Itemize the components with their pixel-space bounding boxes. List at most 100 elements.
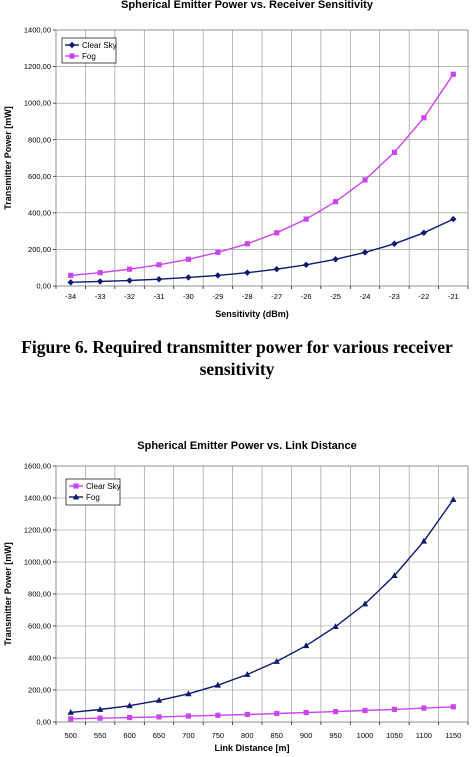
x-axis-title: Sensitivity (dBm) [215,309,289,319]
x-tick-label: -22 [418,292,429,301]
x-tick-label: -27 [271,292,282,301]
data-point [362,707,368,714]
data-point [185,256,192,262]
data-point [126,714,133,721]
y-tick-label: 600,00 [28,622,51,631]
legend-label: Fog [86,493,100,502]
legend-label: Clear Sky [86,482,121,491]
data-point [450,71,456,77]
x-tick-label: 900 [300,731,313,740]
series-line-clear-sky [70,706,454,720]
data-point [155,697,163,703]
data-point [96,706,104,712]
y-tick-label: 1400,00 [24,26,51,35]
legend-marker [69,53,75,59]
chart-link-distance: Spherical Emitter Power vs. Link Distanc… [3,440,469,753]
x-tick-label: 700 [182,731,195,740]
data-point [156,262,162,268]
data-point [332,256,339,263]
y-tick-label: 1400,00 [24,494,51,503]
data-point [244,671,251,677]
data-point [126,266,133,272]
x-tick-label: 850 [270,731,283,740]
data-point [302,261,310,268]
y-tick-label: 200,00 [28,686,51,695]
data-point [126,702,133,709]
x-tick-label: 650 [153,731,166,740]
figure-caption: Figure 6. Required transmitter power for… [21,337,453,379]
data-point [421,705,427,711]
data-point [391,706,398,712]
data-point [215,249,221,255]
x-tick-label: -26 [301,292,312,301]
data-point [273,658,280,664]
x-tick-label: 750 [212,731,225,740]
legend-box [61,37,117,64]
y-tick-label: 0,00 [36,718,51,727]
data-point [214,272,222,279]
data-point [332,709,339,715]
y-tick-label: 400,00 [28,208,51,217]
data-point [214,681,222,688]
x-tick-label: -32 [124,292,135,301]
x-tick-label: -28 [242,292,253,301]
y-tick-label: 0,00 [36,282,51,291]
y-tick-label: 600,00 [28,172,51,181]
data-point [244,241,250,247]
data-point [332,199,339,205]
x-tick-label: -23 [389,292,400,301]
legend-label: Clear Sky [82,41,117,50]
series-line-fog [70,499,454,714]
x-tick-label: 1150 [445,731,461,740]
x-tick-label: 500 [64,731,77,740]
legend-marker [72,493,80,500]
data-point [450,215,457,223]
legend-box [65,478,121,506]
x-axis-title: Link Distance [m] [214,743,289,753]
y-tick-label: 1200,00 [24,62,51,71]
legend-label: Fog [82,52,96,61]
data-point [391,572,398,578]
data-point [155,276,163,283]
x-tick-label: -21 [448,292,459,301]
y-axis-title: Transmitter Power [mW] [3,542,13,646]
x-tick-label: 1100 [416,731,432,740]
data-point [450,704,456,710]
y-axis-title: Transmitter Power [mW] [3,106,13,210]
y-tick-label: 1200,00 [24,526,51,535]
chart-title: Spherical Emitter Power vs. Link Distanc… [137,440,356,452]
chart-receiver-sensitivity: Spherical Emitter Power vs. Receiver Sen… [3,0,469,319]
chart-title: Spherical Emitter Power vs. Receiver Sen… [121,0,374,11]
x-tick-label: 550 [94,731,107,740]
data-point [96,278,104,285]
y-tick-label: 400,00 [28,654,51,663]
x-tick-label: -30 [183,292,194,301]
y-tick-label: 1600,00 [24,462,51,471]
x-tick-label: -34 [65,292,76,301]
data-point [273,265,280,273]
data-point [302,642,310,649]
x-tick-label: 950 [329,731,342,740]
y-tick-label: 1000,00 [24,99,51,108]
data-point [97,715,103,721]
series-line-fog [70,73,454,277]
x-tick-label: -25 [330,292,341,301]
data-point [274,710,280,717]
data-point [361,600,369,607]
data-point [420,537,428,544]
data-point [303,216,309,222]
data-point [126,277,133,284]
data-point [391,240,398,247]
data-point [185,713,192,719]
x-tick-label: -29 [212,292,223,301]
y-tick-label: 800,00 [28,590,51,599]
data-point [303,709,309,716]
data-point [420,229,428,236]
x-tick-label: 1000 [357,731,374,740]
data-point [215,712,221,718]
y-tick-label: 200,00 [28,245,51,254]
data-point [362,177,368,183]
data-point [68,272,74,278]
x-tick-label: 1050 [386,731,403,740]
data-point [244,269,251,276]
